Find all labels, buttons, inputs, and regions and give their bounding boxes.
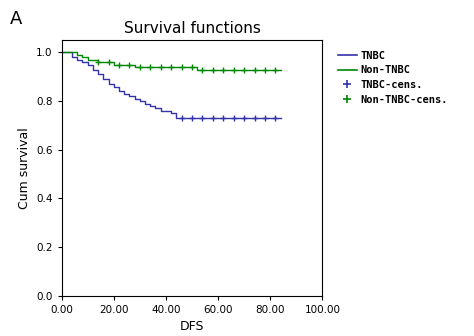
- Title: Survival functions: Survival functions: [124, 22, 260, 36]
- Text: A: A: [9, 10, 22, 28]
- Legend: TNBC, Non-TNBC, TNBC-cens., Non-TNBC-cens.: TNBC, Non-TNBC, TNBC-cens., Non-TNBC-cen…: [338, 51, 448, 105]
- X-axis label: DFS: DFS: [180, 320, 204, 333]
- Y-axis label: Cum survival: Cum survival: [18, 127, 30, 209]
